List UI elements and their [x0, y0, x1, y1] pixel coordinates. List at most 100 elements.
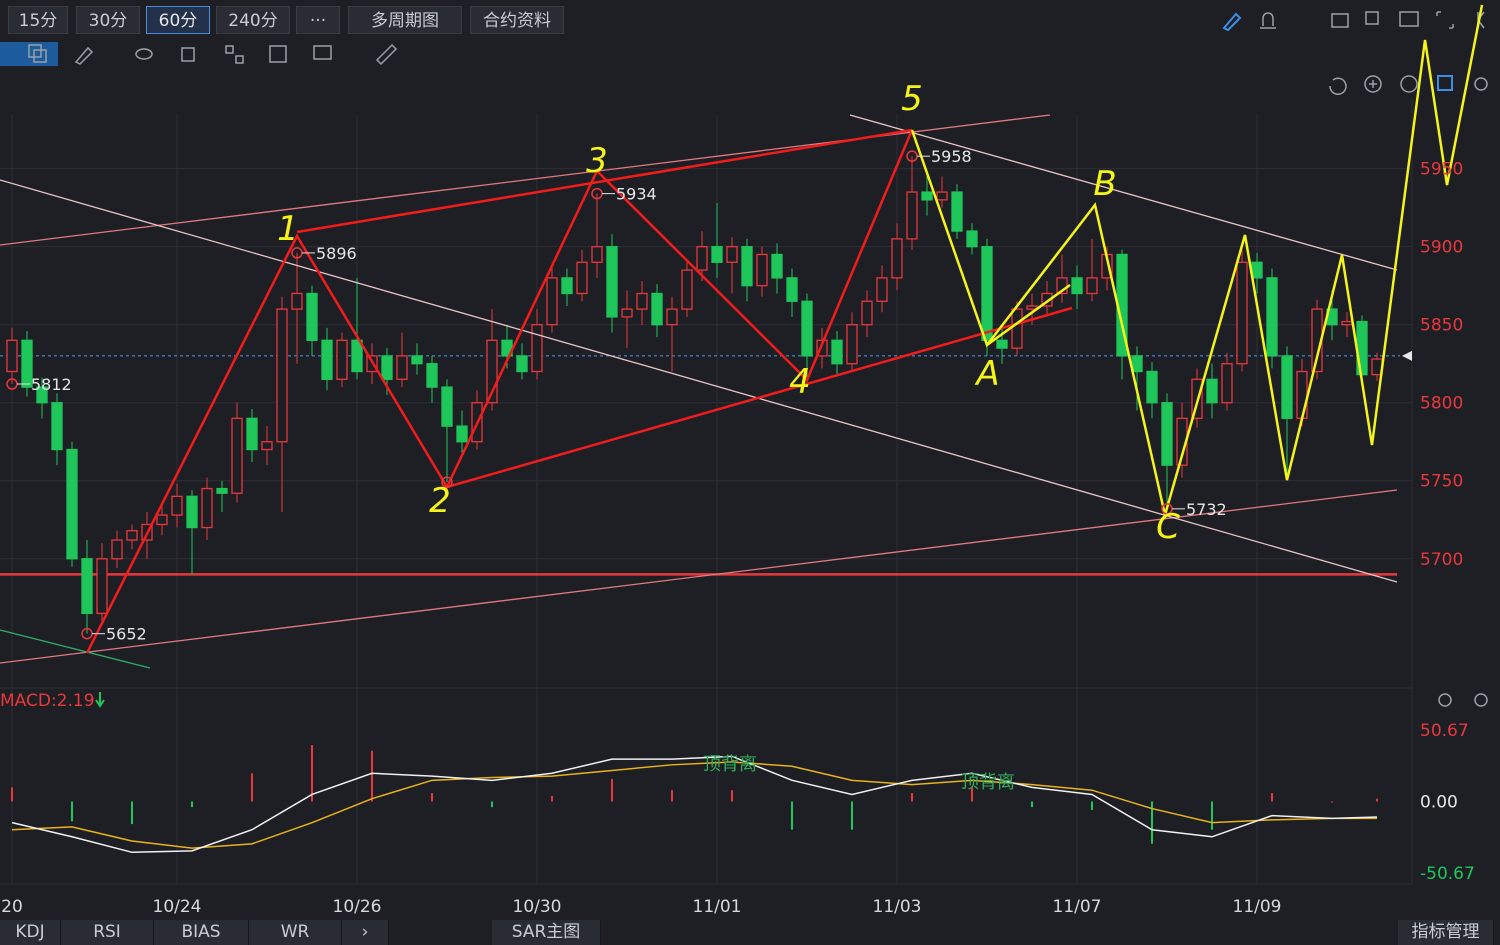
period-button[interactable]: 15分 [8, 6, 68, 34]
candle-body [621, 308, 633, 318]
macd-arrow [95, 692, 105, 708]
candle-body [231, 417, 243, 494]
candle-body [711, 246, 723, 263]
macd-note: 顶背离 [703, 754, 757, 775]
candle-body [291, 292, 303, 310]
candle-body [276, 308, 288, 443]
candle-body [591, 246, 603, 263]
candle-body [1221, 363, 1233, 404]
candle-body [456, 425, 468, 443]
macd-bar [851, 801, 853, 830]
candle-body [981, 246, 993, 341]
macd-bar [1331, 801, 1333, 803]
period-button[interactable]: 240分 [216, 6, 290, 34]
x-tick-label: 11/03 [873, 897, 922, 917]
marker-label: 5732 [1186, 500, 1227, 519]
candle-body [771, 253, 783, 279]
wave-red [85, 128, 1073, 654]
macd-bar [11, 787, 13, 802]
candle-body [636, 292, 648, 310]
indicator-tab[interactable]: RSI [61, 920, 154, 945]
candle-body [906, 191, 918, 240]
candle-body [186, 495, 198, 529]
candle-body [216, 487, 228, 494]
candle-body [1341, 320, 1353, 326]
candle-body [561, 277, 573, 295]
indicator-tab[interactable]: BIAS [154, 920, 249, 945]
macd-bar [1031, 801, 1033, 808]
candle-body [6, 339, 18, 373]
more-button[interactable]: ··· [296, 6, 340, 34]
candle-body [816, 339, 828, 357]
indicator-tab[interactable]: KDJ [0, 920, 61, 945]
tool-icons[interactable] [28, 11, 1488, 707]
candle-body [171, 495, 183, 516]
candle-body [756, 253, 768, 287]
macd-label: MACD:2.19 [0, 691, 95, 711]
candle-body [576, 261, 588, 295]
marker-label: 5812 [31, 375, 72, 394]
candle-body [396, 355, 408, 380]
marker-label: 5896 [316, 244, 357, 263]
candle-body [831, 339, 843, 365]
current-price-arrow [1402, 350, 1412, 361]
candle-body [1281, 355, 1293, 419]
period-button[interactable]: 60分 [146, 6, 210, 34]
candle-body [1251, 261, 1263, 279]
candle-body [606, 246, 618, 318]
marker-label: 5958 [931, 147, 972, 166]
layout-icon[interactable] [1437, 75, 1453, 91]
candle-body [801, 300, 813, 357]
macd-tick-label: 50.67 [1420, 721, 1469, 741]
channel-line [0, 629, 151, 669]
candle-body [1206, 378, 1218, 404]
tab-scroll[interactable]: › [342, 920, 389, 945]
draw-icon[interactable] [1222, 12, 1242, 32]
y-tick-label: 5900 [1420, 238, 1463, 258]
extreme-marker [441, 476, 453, 489]
candle-body [441, 386, 453, 427]
y-tick-label: 5950 [1420, 160, 1463, 180]
manage-button[interactable]: 指标管理 [1398, 920, 1494, 945]
x-tick-label: 10/26 [333, 897, 382, 917]
candle-body [426, 363, 438, 388]
macd-bar [611, 778, 613, 802]
candle-body [696, 246, 708, 271]
x-tick-label: 11/01 [693, 897, 742, 917]
wave-label: 4 [789, 362, 811, 402]
x-tick-label: 10/30 [513, 897, 562, 917]
dif-line [11, 755, 1378, 854]
multi-button[interactable]: 多周期图 [348, 6, 462, 34]
y-tick-label: 5800 [1420, 394, 1463, 414]
candle-body [1086, 277, 1098, 295]
y-tick-label: 5750 [1420, 472, 1463, 492]
main-tab[interactable]: SAR主图 [492, 920, 601, 945]
macd-tick-label: 0.00 [1420, 793, 1458, 813]
macd-bar [131, 801, 133, 825]
wave-label: C [1156, 507, 1180, 547]
candle-body [1266, 277, 1278, 357]
macd-bar [371, 750, 373, 802]
candle-body [381, 355, 393, 380]
period-button[interactable]: 30分 [76, 6, 140, 34]
macd-bar [71, 801, 73, 822]
indicator-tab[interactable]: WR [249, 920, 342, 945]
contract-button[interactable]: 合约资料 [470, 6, 564, 34]
candle-body [1146, 370, 1158, 404]
dea-line [11, 761, 1377, 849]
candle-body [111, 539, 123, 560]
macd-bar [491, 801, 493, 808]
x-tick-label: 11/07 [1053, 897, 1102, 917]
candle-body [126, 530, 138, 541]
marker-label: 5934 [616, 185, 657, 204]
candle-body [306, 292, 318, 341]
candle-body [891, 238, 903, 279]
candle-body [726, 246, 738, 263]
candle-body [1131, 355, 1143, 373]
macd-bar [1091, 801, 1093, 810]
macd-bar [551, 795, 553, 802]
macd-bar [311, 745, 313, 802]
y-tick-label: 5700 [1420, 550, 1463, 570]
